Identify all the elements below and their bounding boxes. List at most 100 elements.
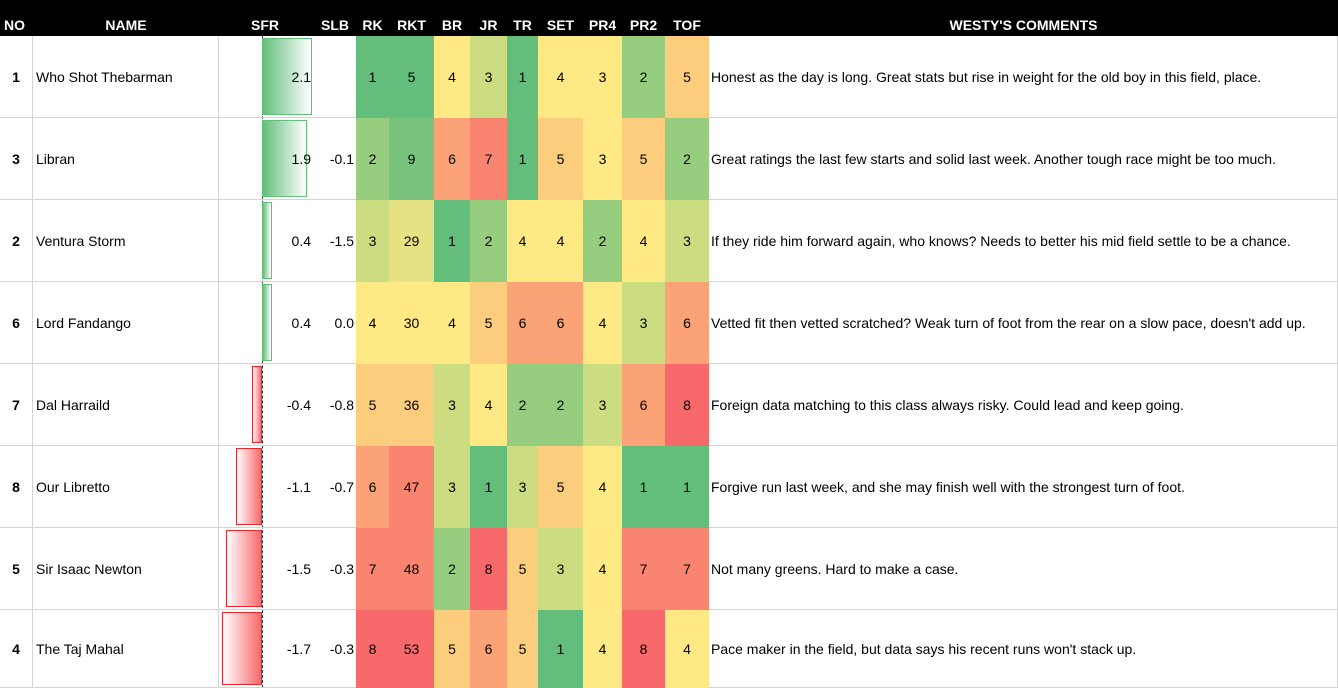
cell-comment[interactable]: Great ratings the last few starts and so…: [709, 118, 1338, 200]
cell-rk[interactable]: 7: [356, 528, 389, 610]
cell-rk[interactable]: 5: [356, 364, 389, 446]
cell-pr4[interactable]: 3: [583, 364, 622, 446]
cell-slb[interactable]: -0.8: [314, 364, 356, 446]
cell-comment[interactable]: Pace maker in the field, but data says h…: [709, 610, 1338, 688]
cell-br[interactable]: 5: [434, 610, 470, 688]
cell-pr4[interactable]: 4: [583, 446, 622, 528]
cell-name[interactable]: Lord Fandango: [33, 282, 219, 364]
cell-comment[interactable]: If they ride him forward again, who know…: [709, 200, 1338, 282]
cell-tof[interactable]: 8: [665, 364, 709, 446]
cell-set[interactable]: 4: [538, 36, 583, 118]
cell-sfr[interactable]: -1.5: [219, 528, 314, 610]
header-rkt[interactable]: RKT: [397, 17, 426, 33]
cell-jr[interactable]: 1: [470, 446, 507, 528]
cell-pr2[interactable]: 7: [622, 528, 665, 610]
cell-comment[interactable]: Forgive run last week, and she may finis…: [709, 446, 1338, 528]
cell-no[interactable]: 3: [0, 118, 33, 200]
cell-pr4[interactable]: 4: [583, 282, 622, 364]
cell-jr[interactable]: 2: [470, 200, 507, 282]
header-tr[interactable]: TR: [513, 17, 532, 33]
cell-tr[interactable]: 1: [507, 118, 538, 200]
cell-tof[interactable]: 3: [665, 200, 709, 282]
cell-name[interactable]: Libran: [33, 118, 219, 200]
cell-rkt[interactable]: 29: [389, 200, 434, 282]
cell-pr2[interactable]: 2: [622, 36, 665, 118]
cell-sfr[interactable]: -0.4: [219, 364, 314, 446]
cell-pr4[interactable]: 3: [583, 118, 622, 200]
cell-br[interactable]: 3: [434, 446, 470, 528]
header-jr[interactable]: JR: [479, 17, 498, 33]
cell-rk[interactable]: 2: [356, 118, 389, 200]
cell-tof[interactable]: 5: [665, 36, 709, 118]
cell-rkt[interactable]: 5: [389, 36, 434, 118]
cell-rk[interactable]: 4: [356, 282, 389, 364]
cell-slb[interactable]: -0.1: [314, 118, 356, 200]
table-row[interactable]: 8 Our Libretto -1.1 -0.7 6 47 3 1 3 5 4 1 1 Forgive r…: [0, 446, 1338, 528]
cell-jr[interactable]: 7: [470, 118, 507, 200]
cell-slb[interactable]: -0.7: [314, 446, 356, 528]
cell-set[interactable]: 1: [538, 610, 583, 688]
table-row[interactable]: 7 Dal Harraild -0.4 -0.8 5 36 3 4 2 2 3 6 8 Foreign d…: [0, 364, 1338, 446]
cell-sfr[interactable]: -1.7: [219, 610, 314, 688]
cell-slb[interactable]: -0.3: [314, 610, 356, 688]
cell-name[interactable]: Dal Harraild: [33, 364, 219, 446]
cell-slb[interactable]: -1.5: [314, 200, 356, 282]
cell-tr[interactable]: 6: [507, 282, 538, 364]
cell-rkt[interactable]: 9: [389, 118, 434, 200]
cell-name[interactable]: Who Shot Thebarman: [33, 36, 219, 118]
cell-rk[interactable]: 8: [356, 610, 389, 688]
cell-name[interactable]: The Taj Mahal: [33, 610, 219, 688]
cell-tr[interactable]: 5: [507, 528, 538, 610]
cell-jr[interactable]: 8: [470, 528, 507, 610]
table-row[interactable]: 1 Who Shot Thebarman 2.1 1 5 4 3 1 4 3 2 5 Honest as…: [0, 36, 1338, 118]
cell-rkt[interactable]: 36: [389, 364, 434, 446]
cell-tr[interactable]: 1: [507, 36, 538, 118]
cell-no[interactable]: 8: [0, 446, 33, 528]
cell-no[interactable]: 6: [0, 282, 33, 364]
header-comments[interactable]: WESTY'S COMMENTS: [949, 17, 1098, 33]
cell-set[interactable]: 2: [538, 364, 583, 446]
cell-pr4[interactable]: 3: [583, 36, 622, 118]
header-no[interactable]: NO: [4, 17, 25, 33]
cell-no[interactable]: 4: [0, 610, 33, 688]
cell-br[interactable]: 3: [434, 364, 470, 446]
table-row[interactable]: 2 Ventura Storm 0.4 -1.5 3 29 1 2 4 4 2 4 3 If they r…: [0, 200, 1338, 282]
cell-pr2[interactable]: 8: [622, 610, 665, 688]
cell-jr[interactable]: 4: [470, 364, 507, 446]
cell-rk[interactable]: 6: [356, 446, 389, 528]
header-pr4[interactable]: PR4: [588, 17, 617, 33]
cell-br[interactable]: 4: [434, 282, 470, 364]
cell-tof[interactable]: 2: [665, 118, 709, 200]
header-set[interactable]: SET: [546, 17, 575, 33]
cell-pr4[interactable]: 4: [583, 610, 622, 688]
cell-no[interactable]: 7: [0, 364, 33, 446]
cell-slb[interactable]: 0.0: [314, 282, 356, 364]
cell-comment[interactable]: Foreign data matching to this class alwa…: [709, 364, 1338, 446]
cell-tof[interactable]: 4: [665, 610, 709, 688]
header-sfr[interactable]: SFR: [251, 17, 279, 33]
cell-tr[interactable]: 2: [507, 364, 538, 446]
cell-no[interactable]: 1: [0, 36, 33, 118]
table-row[interactable]: 3 Libran 1.9 -0.1 2 9 6 7 1 5 3 5 2 Great ratings the…: [0, 118, 1338, 200]
cell-sfr[interactable]: 0.4: [219, 200, 314, 282]
cell-comment[interactable]: Honest as the day is long. Great stats b…: [709, 36, 1338, 118]
cell-set[interactable]: 6: [538, 282, 583, 364]
cell-br[interactable]: 4: [434, 36, 470, 118]
header-br[interactable]: BR: [441, 17, 463, 33]
cell-sfr[interactable]: 2.1: [219, 36, 314, 118]
cell-jr[interactable]: 3: [470, 36, 507, 118]
cell-no[interactable]: 2: [0, 200, 33, 282]
cell-br[interactable]: 2: [434, 528, 470, 610]
cell-br[interactable]: 1: [434, 200, 470, 282]
cell-name[interactable]: Ventura Storm: [33, 200, 219, 282]
cell-sfr[interactable]: -1.1: [219, 446, 314, 528]
cell-pr2[interactable]: 3: [622, 282, 665, 364]
cell-slb[interactable]: -0.3: [314, 528, 356, 610]
cell-tof[interactable]: 6: [665, 282, 709, 364]
cell-comment[interactable]: Not many greens. Hard to make a case.: [709, 528, 1338, 610]
cell-rk[interactable]: 1: [356, 36, 389, 118]
table-row[interactable]: 6 Lord Fandango 0.4 0.0 4 30 4 5 6 6 4 3 6 Vetted fit…: [0, 282, 1338, 364]
cell-tr[interactable]: 3: [507, 446, 538, 528]
cell-rkt[interactable]: 47: [389, 446, 434, 528]
table-row[interactable]: 5 Sir Isaac Newton -1.5 -0.3 7 48 2 8 5 3 4 7 7 Not m…: [0, 528, 1338, 610]
